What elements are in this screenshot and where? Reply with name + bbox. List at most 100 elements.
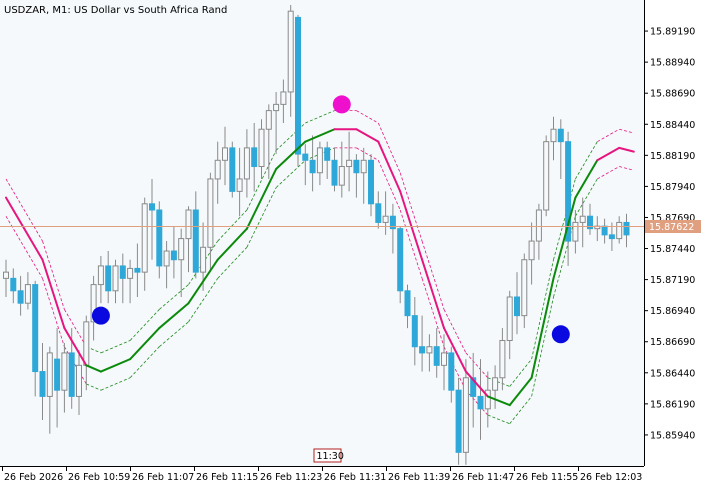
candle bbox=[295, 14, 301, 167]
x-tick-label: 26 Feb 11:23 bbox=[260, 472, 322, 483]
lower-band-segment bbox=[188, 278, 219, 323]
x-axis[interactable]: 26 Feb 2026 26 Feb 10:59 26 Feb 11:07 26 Fe… bbox=[2, 466, 643, 483]
x-tick-label: 26 Feb 11:55 bbox=[516, 472, 578, 483]
ma-segment bbox=[618, 146, 635, 153]
candle bbox=[346, 131, 353, 192]
candle-body bbox=[484, 389, 491, 410]
upper-band-segment bbox=[443, 309, 467, 354]
candle bbox=[265, 104, 272, 179]
candle-body bbox=[389, 215, 396, 230]
ma-segment bbox=[158, 302, 190, 330]
candle-body bbox=[441, 352, 447, 366]
x-tick-label: 26 Feb 11:39 bbox=[388, 472, 450, 483]
candle bbox=[127, 259, 134, 304]
candle bbox=[389, 203, 396, 254]
upper-band-segment bbox=[217, 209, 248, 242]
candle bbox=[419, 315, 426, 372]
candle bbox=[185, 206, 192, 273]
lower-band-segment bbox=[42, 278, 65, 347]
candle bbox=[222, 126, 228, 186]
candle-body bbox=[258, 128, 265, 168]
ma-segment bbox=[99, 358, 132, 373]
plot-area[interactable] bbox=[0, 0, 644, 466]
candle-body bbox=[404, 290, 411, 317]
upper-band-segment bbox=[421, 240, 445, 310]
candle bbox=[331, 147, 338, 192]
x-tick-label: 26 Feb 2026 bbox=[4, 472, 63, 483]
candle bbox=[382, 191, 389, 235]
candle bbox=[338, 141, 345, 198]
candle-body bbox=[251, 147, 258, 168]
y-axis[interactable]: 15.89190 15.88940 15.88690 15.88440 15.88190… bbox=[644, 27, 695, 442]
candle bbox=[61, 342, 68, 413]
y-tick-label: 15.86690 bbox=[650, 337, 695, 348]
candle bbox=[24, 272, 31, 310]
x-tick-label: 26 Feb 12:03 bbox=[580, 472, 642, 483]
lower-band-segment bbox=[217, 247, 248, 279]
candle-body bbox=[616, 221, 623, 240]
candle bbox=[448, 346, 455, 403]
candle bbox=[514, 272, 520, 335]
candle-body bbox=[338, 166, 345, 186]
candle-body bbox=[163, 250, 170, 267]
sell-signal-dot bbox=[332, 95, 351, 114]
candle-body bbox=[46, 352, 53, 397]
candle bbox=[550, 116, 557, 161]
y-tick-label: 15.88940 bbox=[650, 58, 695, 69]
candle-body bbox=[97, 265, 104, 286]
candle-body bbox=[521, 259, 528, 317]
candle bbox=[229, 141, 236, 198]
envelope-bands bbox=[5, 110, 634, 425]
candle bbox=[572, 210, 579, 254]
ma-segment bbox=[464, 370, 489, 398]
candle bbox=[375, 191, 382, 229]
candle bbox=[192, 191, 199, 279]
candle-body bbox=[112, 265, 119, 292]
candle bbox=[214, 141, 221, 204]
candle bbox=[470, 352, 477, 428]
ma-segment bbox=[216, 227, 248, 261]
candle bbox=[455, 377, 462, 465]
price-label-box bbox=[645, 220, 701, 233]
candle-body bbox=[477, 395, 484, 410]
candle-body bbox=[10, 277, 17, 292]
lower-band-segment bbox=[64, 346, 87, 385]
candle-body bbox=[3, 271, 9, 279]
price-label-text: 15.87622 bbox=[649, 222, 694, 233]
candle bbox=[433, 328, 440, 378]
ma-segment bbox=[63, 327, 88, 367]
buy-signal-dot bbox=[91, 306, 110, 325]
candle bbox=[32, 280, 39, 397]
candle-body bbox=[24, 284, 31, 304]
y-tick-label: 15.86190 bbox=[650, 399, 695, 410]
candle-body bbox=[587, 215, 593, 230]
candle bbox=[616, 216, 623, 244]
candle-body bbox=[39, 371, 46, 397]
candle bbox=[557, 119, 564, 179]
candle bbox=[404, 284, 411, 329]
chart-title: USDZAR, M1: US Dollar vs South Africa Ra… bbox=[4, 5, 227, 16]
x-tick-label: 26 Feb 10:59 bbox=[68, 472, 130, 483]
lower-band-segment bbox=[509, 396, 532, 424]
candle-body bbox=[90, 284, 97, 323]
candle-body bbox=[207, 178, 214, 248]
y-tick-label: 15.87440 bbox=[650, 244, 695, 255]
upper-band-segment bbox=[159, 284, 189, 310]
ma-segment bbox=[41, 258, 66, 330]
candle-body bbox=[368, 159, 374, 205]
candle bbox=[477, 359, 484, 440]
candle bbox=[368, 154, 374, 217]
upper-band-segment bbox=[619, 128, 634, 134]
lower-band-segment bbox=[86, 383, 102, 391]
candle bbox=[484, 371, 491, 428]
ma-segment bbox=[377, 140, 402, 193]
lower-band-segment bbox=[275, 160, 306, 188]
candle bbox=[441, 334, 447, 391]
candle-body bbox=[32, 284, 39, 373]
candle bbox=[170, 226, 177, 279]
ma-segment bbox=[486, 395, 511, 407]
x-tick-label: 26 Feb 11:31 bbox=[324, 472, 386, 483]
candle-body bbox=[360, 159, 367, 174]
candle-body bbox=[550, 128, 557, 143]
